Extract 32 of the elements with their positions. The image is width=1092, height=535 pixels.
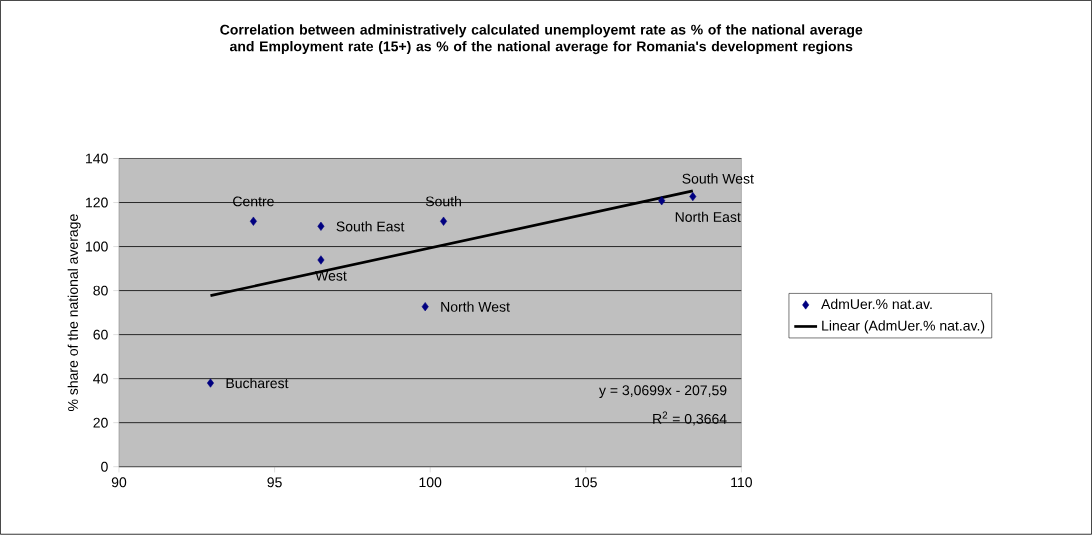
annotation: Bucharest: [226, 378, 289, 389]
annotation: South West: [682, 173, 754, 184]
annotation: y = 3,0699x - 207,59: [599, 385, 727, 399]
point: [317, 221, 325, 232]
x-tick-label: 100: [419, 477, 442, 488]
x-tick-label: 90: [111, 477, 127, 488]
point: [421, 302, 429, 312]
y-axis-title: % share of the national average: [67, 214, 81, 412]
point: [317, 255, 325, 265]
legend-label: AdmUer.% nat.av.: [821, 298, 932, 310]
point: [440, 216, 448, 226]
x-tick-label: 110: [731, 477, 752, 488]
point: [689, 192, 697, 202]
y-tick-label: 60: [93, 329, 108, 340]
legend-label: Linear (AdmUer.% nat.av.): [822, 320, 985, 334]
y-tick-label: 100: [86, 241, 108, 252]
point: [658, 196, 666, 206]
x-tick-label: 105: [575, 477, 597, 488]
annotation: West: [315, 271, 347, 281]
point: [249, 216, 257, 226]
y-tick-label: 120: [86, 197, 108, 208]
annotation: South East: [336, 221, 405, 232]
point: [207, 378, 214, 388]
annotation: North East: [675, 211, 741, 223]
y-tick-label: 140: [86, 153, 108, 164]
y-tick-label: 40: [93, 373, 108, 384]
x-tick-label: 95: [267, 477, 282, 488]
chart-title: Correlation between administratively calculated unemployemt rate as % of the national average and Employment rate (15+) as % of the national average for Romania's development regions: [220, 24, 863, 55]
y-tick-label: 0: [101, 461, 108, 472]
y-tick-label: 20: [93, 417, 108, 428]
y-tick-label: 80: [93, 285, 108, 296]
annotation: North West: [441, 301, 510, 312]
